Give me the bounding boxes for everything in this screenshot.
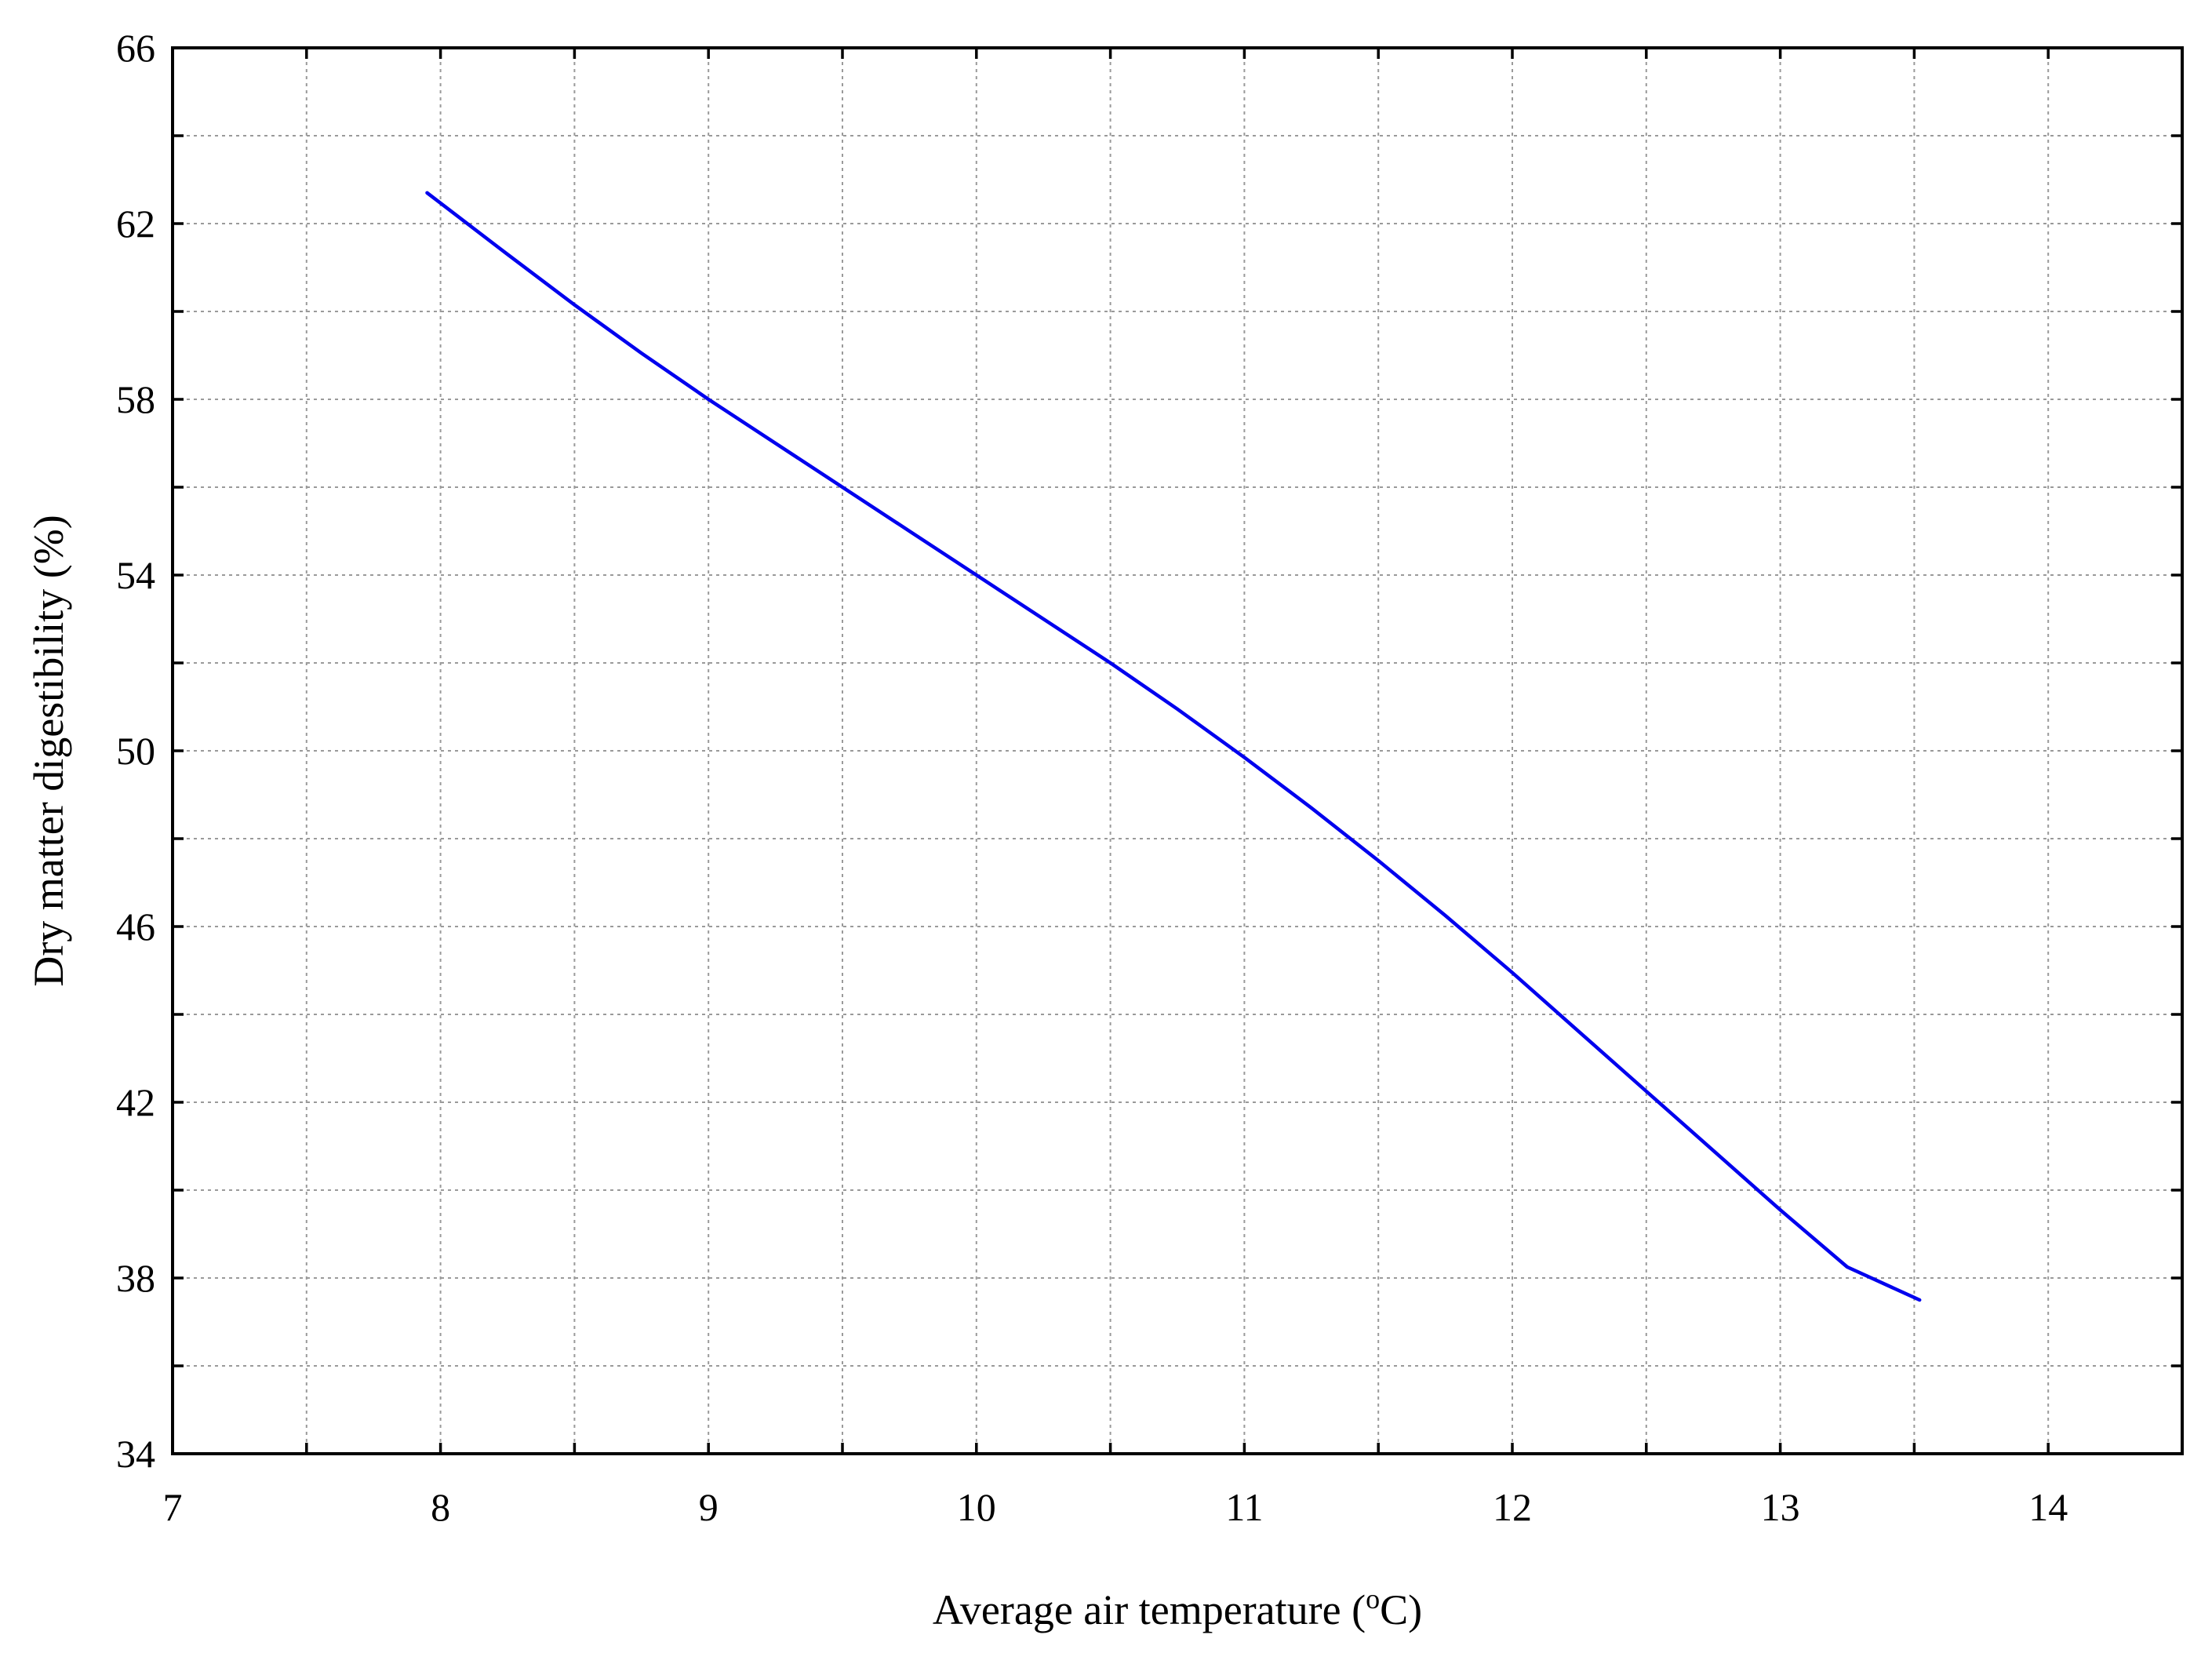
x-tick-label: 9 bbox=[699, 1485, 719, 1529]
y-tick-label: 58 bbox=[116, 377, 155, 421]
y-tick-label: 34 bbox=[116, 1432, 155, 1476]
y-tick-label: 62 bbox=[116, 202, 155, 246]
y-tick-label: 38 bbox=[116, 1256, 155, 1300]
y-tick-labels: 34 38 42 46 50 54 58 62 66 bbox=[116, 26, 155, 1476]
grid-lines bbox=[173, 48, 2182, 1454]
x-tick-label: 14 bbox=[2028, 1485, 2068, 1529]
series-layer bbox=[425, 191, 1922, 1302]
y-axis-title: Dry matter digestibility (%) bbox=[25, 515, 72, 986]
series-line bbox=[425, 191, 1922, 1302]
x-tick-label: 10 bbox=[957, 1485, 996, 1529]
x-tick-label: 13 bbox=[1761, 1485, 1800, 1529]
y-tick-label: 66 bbox=[116, 26, 155, 70]
y-tick-label: 50 bbox=[116, 729, 155, 773]
x-tick-label: 12 bbox=[1493, 1485, 1532, 1529]
y-tick-label: 46 bbox=[116, 905, 155, 948]
y-tick-label: 42 bbox=[116, 1080, 155, 1124]
x-axis-title: Average air temperature (oC) bbox=[933, 1583, 1422, 1633]
x-tick-label: 7 bbox=[163, 1485, 183, 1529]
x-tick-label: 8 bbox=[431, 1485, 450, 1529]
axis-ticks bbox=[171, 46, 2184, 1455]
x-tick-label: 11 bbox=[1225, 1485, 1263, 1529]
x-tick-labels: 7 8 9 10 11 12 13 14 bbox=[163, 1485, 2068, 1529]
y-tick-label: 54 bbox=[116, 553, 155, 597]
